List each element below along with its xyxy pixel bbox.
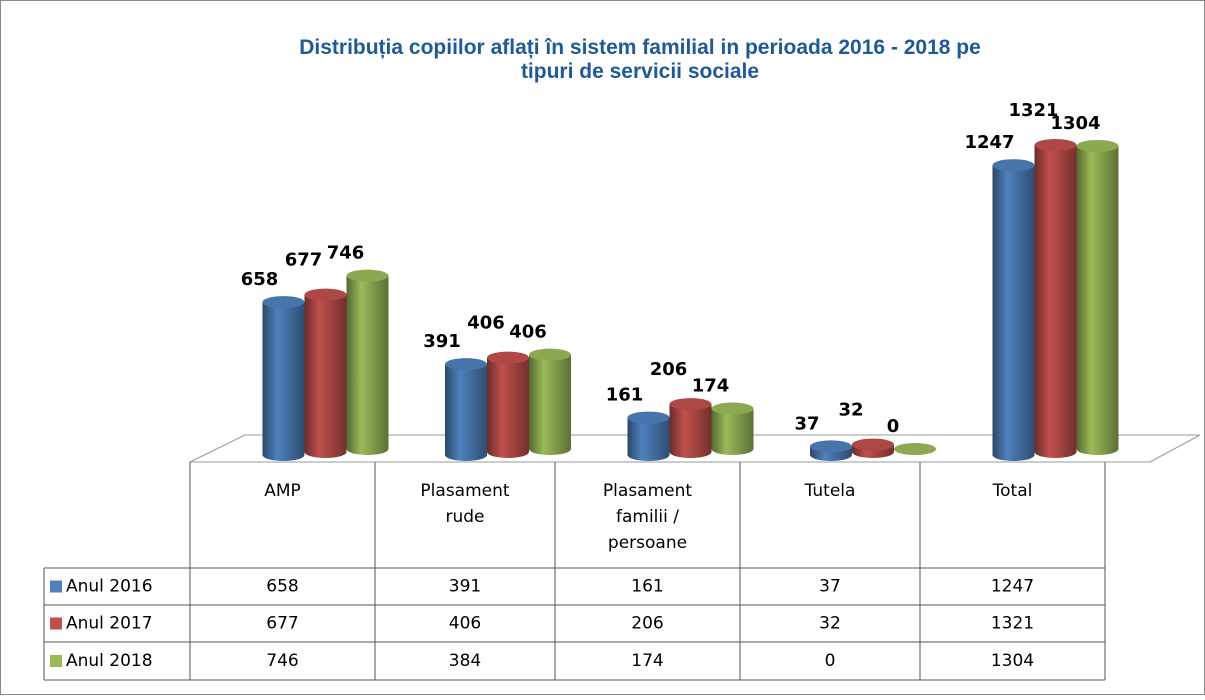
data-label: 1304 [1050, 113, 1100, 134]
table-cell: 37 [819, 577, 841, 597]
data-label: 32 [838, 400, 863, 421]
bar [487, 351, 529, 458]
bar [992, 159, 1035, 461]
table-cell: 1304 [991, 651, 1034, 671]
legend-swatch [50, 655, 62, 667]
data-label: 406 [509, 322, 547, 343]
data-label: 37 [794, 413, 819, 434]
bar-body [304, 294, 347, 458]
bar-body [445, 364, 487, 461]
bar-body [1034, 145, 1077, 458]
data-label: 161 [606, 385, 644, 406]
table-cell: 1247 [991, 577, 1034, 597]
bar [894, 443, 936, 455]
bar [304, 288, 347, 458]
bar-body [529, 354, 571, 455]
table-cell: 1321 [991, 614, 1034, 634]
table-cell: 658 [266, 577, 298, 597]
x-tick-label: Plasament familii / persoane [603, 481, 692, 553]
data-label: 1321 [1008, 100, 1058, 121]
bar-body [346, 275, 389, 455]
bar-top [1076, 139, 1119, 152]
legend-label: Anul 2016 [66, 577, 153, 597]
table-cell: 161 [631, 577, 663, 597]
legend-swatch [50, 580, 62, 593]
legend-swatch [50, 617, 62, 630]
legend-label: Anul 2018 [66, 651, 153, 671]
bar-top [810, 440, 852, 453]
bar-body [711, 408, 754, 455]
bar-top [529, 348, 571, 361]
x-tick-label: Total [992, 481, 1033, 501]
bar-body [487, 357, 529, 458]
data-label: 1247 [964, 132, 1014, 153]
table-cell: 174 [631, 651, 663, 671]
bar-top [992, 159, 1035, 172]
data-label: 0 [887, 416, 900, 437]
table-cell: 406 [449, 614, 481, 634]
bar-body [627, 417, 670, 461]
x-tick-label: Plasament rude [420, 481, 509, 527]
bar [1034, 139, 1077, 458]
table-cell: 384 [449, 651, 481, 671]
data-label: 406 [467, 313, 505, 334]
bar-top [852, 438, 894, 451]
table-cell: 0 [825, 651, 836, 671]
bar-top [894, 443, 936, 455]
data-label: 677 [285, 250, 323, 271]
bar [1076, 139, 1119, 455]
legend-label: Anul 2017 [66, 614, 153, 634]
bar [262, 296, 305, 461]
bar-body [992, 165, 1035, 461]
bar-top [1034, 139, 1077, 151]
bar-body [1076, 145, 1119, 455]
bar-top [669, 398, 712, 411]
bar-top [262, 296, 305, 309]
bar-top [711, 402, 754, 415]
bar-top [445, 358, 487, 371]
data-label: 206 [650, 359, 688, 380]
bar [669, 398, 712, 458]
bar [711, 402, 754, 455]
data-label: 391 [423, 331, 461, 352]
table-cell: 206 [631, 614, 663, 634]
data-label: 174 [692, 376, 730, 397]
chart-title: Distribuția copiilor aflați în sistem fa… [299, 36, 981, 83]
bar-top [346, 269, 389, 282]
bar-top [627, 411, 670, 424]
bar-body [262, 302, 305, 461]
bar [810, 440, 852, 461]
table-cell: 32 [819, 614, 841, 634]
data-label: 746 [327, 243, 365, 264]
table-cell: 391 [449, 577, 481, 597]
table-cell: 677 [266, 614, 298, 634]
bar-body [669, 404, 712, 458]
bar [346, 269, 389, 455]
x-tick-label: Tutela [804, 481, 856, 501]
bar [445, 358, 487, 461]
bar [627, 411, 670, 461]
bar-top [304, 288, 347, 301]
data-label: 658 [241, 269, 279, 290]
bar [852, 438, 894, 458]
bar [529, 348, 571, 455]
table-cell: 746 [266, 651, 298, 671]
bar-top [487, 351, 529, 364]
x-tick-label: AMP [264, 481, 301, 501]
